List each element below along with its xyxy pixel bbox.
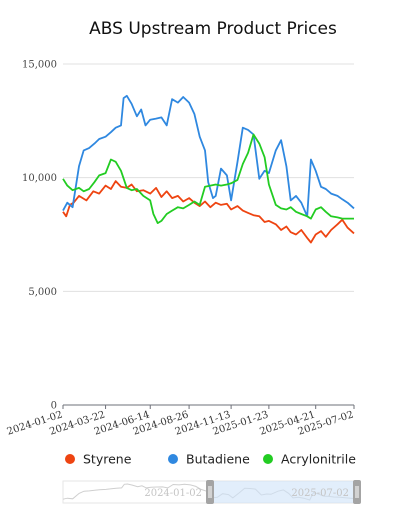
legend-label: Acrylonitrile (281, 452, 356, 467)
data-zoom-slider[interactable]: 2024-01-02 2025-07-02 (62, 480, 361, 504)
y-tick-label: 15,000 (22, 60, 57, 71)
legend[interactable]: Styrene Butadiene Acrylonitrile (65, 452, 356, 467)
legend-item-acrylonitrile[interactable]: Acrylonitrile (263, 452, 356, 467)
y-tick-label: 5,000 (28, 287, 57, 298)
legend-item-butadiene[interactable]: Butadiene (168, 452, 250, 467)
legend-marker (263, 454, 273, 464)
legend-label: Butadiene (186, 452, 250, 467)
y-tick-label: 0 (51, 401, 57, 412)
series-line-acrylonitrile (62, 133, 354, 224)
handle-bar[interactable] (206, 480, 214, 504)
legend-item-styrene[interactable]: Styrene (65, 452, 132, 467)
x-axis: 2024-01-022024-03-222024-06-142024-08-26… (6, 405, 355, 438)
zoom-window[interactable] (210, 481, 357, 503)
zoom-start-label: 2024-01-02 (144, 488, 202, 499)
handle-bar[interactable] (353, 480, 361, 504)
series-line-styrene (62, 180, 355, 244)
legend-marker (65, 454, 75, 464)
zoom-handle-right[interactable] (353, 480, 361, 504)
zoom-handle-left[interactable] (206, 480, 214, 504)
series-line-butadiene (62, 94, 355, 218)
legend-label: Styrene (83, 452, 132, 467)
series-lines (62, 94, 355, 244)
chart-title: ABS Upstream Product Prices (89, 19, 337, 39)
legend-marker (168, 454, 178, 464)
zoom-end-label: 2025-07-02 (291, 488, 349, 499)
y-tick-label: 10,000 (22, 173, 57, 184)
grid-lines (63, 63, 354, 406)
y-axis: 0 5,000 10,000 15,000 (22, 60, 57, 412)
